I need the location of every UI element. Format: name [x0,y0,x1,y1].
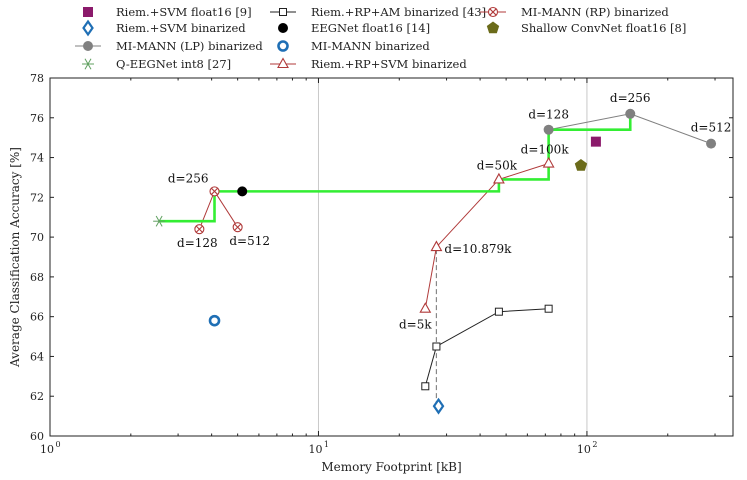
point-annotation: d=256 [168,171,209,185]
point-annotation: d=50k [477,158,518,172]
x-tick-exponent: 1 [324,440,329,449]
y-tick-label: 64 [30,350,44,363]
y-tick-label: 76 [30,112,44,125]
legend-item: MI-MANN binarized [277,39,430,53]
data-point [194,224,205,235]
legend-label: EEGNet float16 [14] [311,21,430,35]
y-tick-label: 68 [30,271,44,284]
legend-item: MI-MANN (RP) binarized [480,5,669,19]
series-8-line [198,190,239,230]
x-tick-exponent: 0 [55,440,60,449]
data-point [543,124,554,135]
data-point [432,342,441,351]
legend-item: EEGNet float16 [14] [278,21,430,35]
x-tick-label: 10 0 [40,440,61,456]
series-7-line [424,163,549,309]
data-point [432,397,445,415]
x-tick-label: 10 2 [577,440,598,456]
legend-marker [82,58,94,70]
legend-label: MI-MANN (RP) binarized [521,5,669,19]
point-annotation: d=512 [229,234,270,248]
data-point [153,215,166,227]
x-tick-exponent: 2 [592,440,597,449]
data-point [430,240,443,252]
y-tick-label: 78 [30,72,44,85]
point-annotation: d=256 [610,91,651,105]
series-group [153,108,717,415]
data-point [590,136,601,147]
y-tick-label: 66 [30,311,44,324]
x-axis-title: Memory Footprint [kB] [321,460,461,474]
legend-item: Riem.+RP+AM binarized [43] [270,5,486,19]
legend-label: Shallow ConvNet float16 [8] [521,21,686,35]
data-point [625,108,636,119]
legend-label: MI-MANN binarized [311,39,430,53]
point-annotation: d=128 [528,108,569,122]
legend-label: Riem.+SVM float16 [9] [116,5,252,19]
y-tick-label: 60 [30,430,44,443]
legend-marker [83,41,93,51]
series-markers [153,108,717,415]
point-annotation: d=128 [177,236,218,250]
data-point [494,307,503,316]
legend-label: MI-MANN (LP) binarized [116,39,263,53]
legend-marker [82,19,94,37]
legend-marker [83,7,93,17]
legend-item: Riem.+SVM float16 [9] [83,5,252,19]
legend-item: Shallow ConvNet float16 [8] [486,21,686,35]
x-tick-base: 10 [308,443,322,456]
grid [317,78,588,436]
y-axis-title: Average Classification Accuracy [%] [8,147,22,368]
pareto-front-line [159,113,632,223]
x-tick-base: 10 [577,443,591,456]
plot-frame [49,77,734,437]
legend: Riem.+SVM float16 [9] Riem.+SVM binarized… [75,5,686,71]
legend-label: Q-EEGNet int8 [27] [116,57,231,71]
legend-marker [278,23,288,33]
legend-item: Riem.+RP+SVM binarized [270,57,467,71]
legend-label: Riem.+SVM binarized [116,21,246,35]
legend-label: Riem.+RP+AM binarized [43] [311,5,486,19]
y-tick-label: 74 [30,152,44,165]
data-point [237,186,248,197]
legend-marker [486,21,500,34]
data-point [419,302,432,313]
point-annotation: d=100k [521,143,570,157]
data-point [208,314,221,327]
legend-label: Riem.+RP+SVM binarized [311,57,467,71]
data-point [421,382,430,391]
x-tick-label: 10 1 [308,440,329,456]
y-tick-label: 70 [30,231,44,244]
x-tick-base: 10 [40,443,54,456]
legend-item: Q-EEGNet int8 [27] [82,57,231,71]
pareto-front-group [159,113,632,223]
point-annotation: d=512 [691,121,732,135]
legend-marker [277,57,289,69]
legend-marker [277,40,289,52]
data-point [574,159,588,171]
y-tick-label: 62 [30,390,44,403]
y-tick-label: 72 [30,191,44,204]
legend-marker [279,8,287,16]
point-annotation: d=5k [399,318,432,332]
legend-item: MI-MANN (LP) binarized [75,39,263,53]
data-point [232,222,243,233]
legend-marker [487,6,499,18]
data-point [492,172,505,184]
point-annotation: d=10.879k [444,242,512,256]
series-4-line [424,308,549,387]
data-point [706,138,717,149]
legend-item: Riem.+SVM binarized [82,19,246,37]
data-point [209,186,220,197]
data-point [542,156,555,168]
data-point [544,304,553,313]
